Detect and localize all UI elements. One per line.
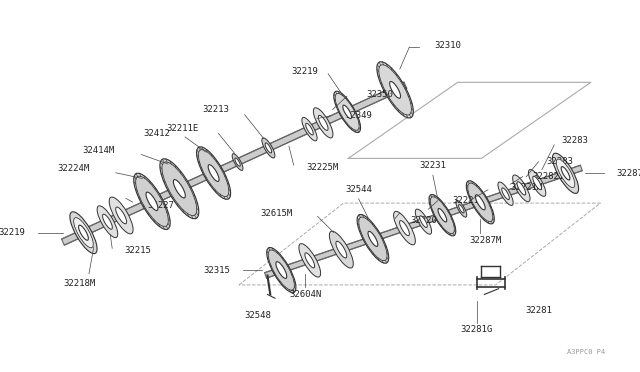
Ellipse shape	[390, 81, 401, 98]
Ellipse shape	[517, 182, 525, 195]
Text: 32221: 32221	[453, 196, 479, 205]
Ellipse shape	[399, 221, 410, 235]
Text: 32349: 32349	[346, 111, 372, 120]
Text: 32287: 32287	[617, 169, 640, 178]
Ellipse shape	[438, 209, 447, 222]
Ellipse shape	[232, 154, 243, 170]
Ellipse shape	[134, 173, 170, 230]
Text: 32283: 32283	[562, 136, 589, 145]
Ellipse shape	[532, 176, 541, 190]
Text: 32281: 32281	[525, 306, 552, 315]
Ellipse shape	[502, 188, 509, 200]
Ellipse shape	[79, 225, 88, 240]
Ellipse shape	[160, 159, 199, 219]
Text: 32287M: 32287M	[469, 236, 501, 245]
Ellipse shape	[70, 212, 97, 254]
Text: 32350: 32350	[367, 90, 394, 99]
Ellipse shape	[368, 231, 378, 246]
Ellipse shape	[429, 195, 456, 236]
Text: 32215: 32215	[124, 246, 151, 255]
Text: 32548: 32548	[244, 311, 271, 320]
Ellipse shape	[314, 108, 333, 138]
Text: 32310: 32310	[434, 41, 461, 50]
Text: 32281G: 32281G	[461, 325, 493, 334]
Ellipse shape	[276, 262, 287, 278]
Polygon shape	[61, 82, 407, 245]
Ellipse shape	[336, 241, 347, 258]
Ellipse shape	[556, 159, 575, 187]
Ellipse shape	[377, 62, 413, 118]
Ellipse shape	[459, 205, 464, 213]
Ellipse shape	[267, 247, 296, 292]
Ellipse shape	[306, 123, 314, 135]
Text: 32604N: 32604N	[289, 290, 321, 299]
Ellipse shape	[513, 175, 530, 202]
Ellipse shape	[302, 118, 317, 141]
Text: 32220: 32220	[410, 216, 437, 225]
Ellipse shape	[146, 192, 158, 211]
Ellipse shape	[265, 143, 271, 153]
Ellipse shape	[330, 231, 353, 268]
Ellipse shape	[116, 207, 127, 224]
Text: 32211E: 32211E	[166, 124, 198, 133]
Text: 32282I: 32282I	[532, 172, 564, 181]
Ellipse shape	[476, 195, 485, 210]
Text: 32218M: 32218M	[63, 279, 95, 288]
Text: 32412: 32412	[143, 129, 170, 138]
Ellipse shape	[357, 215, 388, 263]
Ellipse shape	[299, 244, 321, 277]
Polygon shape	[264, 165, 582, 278]
Ellipse shape	[529, 170, 546, 196]
Ellipse shape	[305, 253, 315, 268]
Text: A3PPC0 P4: A3PPC0 P4	[567, 349, 605, 355]
Text: 32224M: 32224M	[58, 164, 90, 173]
Ellipse shape	[498, 182, 513, 205]
Text: 32219: 32219	[0, 228, 26, 237]
Text: 32283: 32283	[546, 157, 573, 166]
Text: 32221M: 32221M	[510, 183, 542, 192]
Text: 32231: 32231	[419, 161, 446, 170]
Ellipse shape	[208, 165, 219, 182]
Ellipse shape	[235, 158, 240, 166]
Ellipse shape	[102, 214, 113, 229]
Ellipse shape	[552, 153, 579, 193]
Text: 32315: 32315	[204, 266, 230, 275]
Text: 32219: 32219	[291, 67, 318, 76]
Text: 32213: 32213	[203, 105, 230, 115]
Ellipse shape	[420, 216, 428, 228]
Text: 32414M: 32414M	[83, 146, 115, 155]
Ellipse shape	[415, 209, 431, 234]
Text: 32544: 32544	[345, 185, 372, 194]
Ellipse shape	[456, 201, 467, 217]
Ellipse shape	[467, 181, 494, 224]
Ellipse shape	[74, 218, 93, 248]
Ellipse shape	[394, 211, 415, 245]
Text: 32225M: 32225M	[306, 163, 339, 171]
Ellipse shape	[196, 147, 230, 199]
Text: 32615M: 32615M	[260, 209, 292, 218]
Ellipse shape	[173, 180, 186, 198]
Text: 32227: 32227	[148, 201, 175, 211]
Ellipse shape	[262, 138, 275, 158]
Ellipse shape	[97, 206, 118, 238]
Ellipse shape	[343, 105, 351, 119]
Ellipse shape	[318, 115, 328, 130]
Ellipse shape	[109, 197, 133, 234]
Ellipse shape	[561, 167, 570, 180]
Ellipse shape	[333, 91, 360, 132]
